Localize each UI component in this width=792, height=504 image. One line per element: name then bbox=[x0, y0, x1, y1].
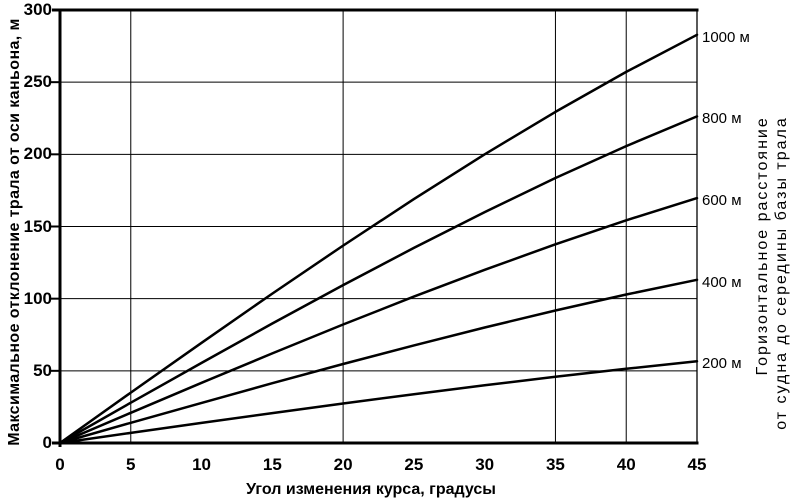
right-axis-title: Горизонтальное расстояние от судна до се… bbox=[753, 116, 791, 430]
x-tick-label-45: 45 bbox=[687, 455, 707, 474]
x-tick-label-25: 25 bbox=[404, 455, 424, 474]
right-axis-title-line1: Горизонтальное расстояние bbox=[754, 116, 771, 376]
x-tick-label-0: 0 bbox=[55, 455, 65, 474]
x-tick-label-40: 40 bbox=[616, 455, 636, 474]
x-tick-label-10: 10 bbox=[192, 455, 211, 474]
y-tick-label-150: 150 bbox=[23, 216, 52, 236]
y-tick-label-50: 50 bbox=[33, 360, 52, 380]
curve-distance-600 bbox=[58, 196, 699, 445]
y-tick-label-250: 250 bbox=[23, 72, 52, 92]
curve-distance-1000 bbox=[58, 33, 699, 445]
x-tick-label-5: 5 bbox=[126, 455, 136, 474]
curve-distance-800 bbox=[58, 115, 699, 445]
y-tick-label-300: 300 bbox=[23, 0, 52, 19]
series-label-distance-800: 800 м bbox=[702, 110, 742, 128]
y-tick-label-0: 0 bbox=[42, 433, 52, 452]
y-tick-label-100: 100 bbox=[23, 288, 52, 308]
x-tick-label-35: 35 bbox=[545, 455, 565, 474]
series-label-distance-400: 400 м bbox=[702, 273, 742, 291]
series-label-distance-600: 600 м bbox=[702, 192, 742, 210]
curve-distance-200 bbox=[58, 360, 699, 445]
y-tick-label-200: 200 bbox=[23, 144, 52, 164]
series-label-distance-200: 200 м bbox=[702, 355, 742, 373]
x-axis-title: Угол изменения курса, градусы bbox=[246, 481, 496, 498]
series-label-distance-1000: 1000 м bbox=[702, 28, 750, 46]
right-axis-title-line2: от судна до середины базы трала bbox=[773, 116, 790, 430]
x-tick-label-30: 30 bbox=[475, 455, 495, 474]
x-tick-label-15: 15 bbox=[262, 455, 282, 474]
curve-distance-400 bbox=[58, 278, 699, 445]
x-tick-label-20: 20 bbox=[333, 455, 353, 474]
